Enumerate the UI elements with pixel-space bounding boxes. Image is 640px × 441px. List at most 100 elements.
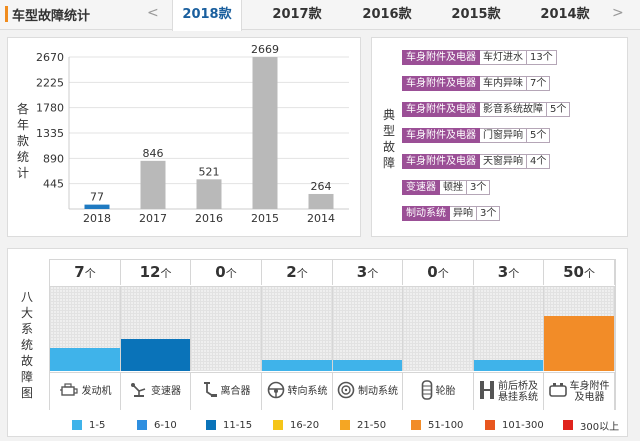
y-tick-label: 2225 bbox=[36, 76, 64, 89]
legend-swatch bbox=[273, 420, 283, 430]
fault-tag[interactable]: 车身附件及电器 车内异味 7个 bbox=[402, 76, 551, 91]
legend-swatch bbox=[411, 420, 421, 430]
system-name: 转向系统 bbox=[287, 386, 328, 397]
data-label: 77 bbox=[90, 191, 104, 204]
title-char: 故 bbox=[382, 140, 395, 154]
legend-swatch bbox=[340, 420, 350, 430]
brake-icon bbox=[337, 381, 355, 402]
header: 车型故障统计 < 2018款 2017款 2016款 2015款 2014款 > bbox=[0, 0, 640, 31]
fault-tag[interactable]: 变速器 顿挫 3个 bbox=[402, 180, 491, 195]
fault-category: 车身附件及电器 bbox=[402, 154, 480, 169]
next-arrow-icon[interactable]: > bbox=[612, 5, 624, 21]
system-bar-area[interactable] bbox=[474, 286, 544, 371]
clutch-icon bbox=[202, 381, 218, 402]
fault-category: 车身附件及电器 bbox=[402, 128, 480, 143]
y-tick-label: 2670 bbox=[36, 51, 64, 64]
system-fill-bar bbox=[544, 316, 614, 371]
legend-swatch bbox=[485, 420, 495, 430]
yearly-chart-panel: 各 年 款 统 计 445 890 1335 1780 2225 2670 77 2018 84… bbox=[7, 37, 361, 237]
system-bar-area[interactable] bbox=[121, 286, 191, 371]
fault-count: 13个 bbox=[527, 50, 557, 65]
bar-2016[interactable] bbox=[196, 179, 222, 209]
steering-wheel-icon bbox=[267, 381, 285, 402]
count-unit: 个 bbox=[84, 267, 96, 280]
legend-label: 300以上 bbox=[580, 421, 620, 433]
system-fill-bar bbox=[262, 360, 332, 371]
fault-count: 3个 bbox=[477, 206, 501, 221]
tab-2016[interactable]: 2016款 bbox=[362, 7, 412, 22]
tire-icon bbox=[421, 380, 433, 403]
bar-2018[interactable] bbox=[84, 204, 110, 209]
tab-2014[interactable]: 2014款 bbox=[540, 7, 590, 22]
title-char: 大 bbox=[20, 306, 33, 320]
legend-label: 21-50 bbox=[357, 419, 387, 431]
system-bar-area[interactable] bbox=[333, 286, 403, 371]
tab-2015[interactable]: 2015款 bbox=[451, 7, 501, 22]
fault-tag[interactable]: 车身附件及电器 车灯进水 13个 bbox=[402, 50, 557, 65]
system-label[interactable]: 转向系统 bbox=[262, 372, 333, 410]
title-char: 计 bbox=[16, 166, 29, 180]
fault-tag[interactable]: 车身附件及电器 影音系统故障 5个 bbox=[402, 102, 571, 117]
fault-tag[interactable]: 车身附件及电器 门窗异响 5个 bbox=[402, 128, 551, 143]
tab-2017[interactable]: 2017款 bbox=[272, 7, 322, 22]
system-label[interactable]: 前后桥及 悬挂系统 bbox=[474, 372, 544, 410]
bar-2014[interactable] bbox=[308, 193, 334, 209]
count-value: 0 bbox=[215, 263, 226, 281]
x-tick-label: 2014 bbox=[307, 212, 335, 225]
fault-tag[interactable]: 车身附件及电器 天窗异响 4个 bbox=[402, 154, 551, 169]
fault-count: 5个 bbox=[547, 102, 571, 117]
page-title: 车型故障统计 bbox=[12, 9, 91, 24]
system-count: 7个 bbox=[50, 260, 121, 285]
legend-label: 51-100 bbox=[428, 419, 464, 431]
legend-item: 51-100 bbox=[411, 418, 463, 432]
system-label[interactable]: 离合器 bbox=[191, 372, 262, 410]
system-bar-area[interactable] bbox=[50, 286, 121, 371]
title-char: 图 bbox=[20, 386, 33, 400]
count-unit: 个 bbox=[367, 267, 379, 280]
system-label[interactable]: 制动系统 bbox=[333, 372, 403, 410]
system-name-line: 前后桥及 bbox=[498, 380, 538, 392]
system-label[interactable]: 变速器 bbox=[121, 372, 191, 410]
legend-swatch bbox=[563, 420, 573, 430]
body-electric-icon bbox=[548, 382, 567, 401]
system-fill-bar bbox=[333, 360, 402, 371]
system-name: 车身附件 及电器 bbox=[570, 381, 610, 403]
system-fill-bar bbox=[474, 360, 543, 371]
data-label: 521 bbox=[199, 165, 220, 178]
system-bar-area[interactable] bbox=[544, 286, 615, 371]
count-value: 3 bbox=[497, 263, 509, 281]
typical-faults-panel: 典 型 故 障 车身附件及电器 车灯进水 13个 车身附件及电器 车内异味 7个 车身附… bbox=[371, 37, 628, 237]
faults-vertical-title: 典 型 故 障 bbox=[381, 107, 397, 171]
fault-desc: 车灯进水 bbox=[480, 50, 527, 65]
system-name: 离合器 bbox=[220, 386, 251, 397]
title-char: 系 bbox=[20, 322, 33, 336]
system-fill-bar bbox=[121, 339, 190, 371]
legend-item: 21-50 bbox=[340, 418, 386, 432]
fault-tag[interactable]: 制动系统 异响 3个 bbox=[402, 206, 501, 221]
legend-item: 1-5 bbox=[72, 418, 105, 432]
legend-item: 300以上 bbox=[563, 418, 620, 433]
data-label: 846 bbox=[143, 147, 164, 160]
tab-2018[interactable]: 2018款 bbox=[172, 0, 242, 31]
suspension-icon bbox=[479, 380, 495, 403]
count-value: 12 bbox=[139, 263, 161, 281]
legend-swatch bbox=[72, 420, 82, 430]
system-bar-area[interactable] bbox=[262, 286, 333, 371]
system-count: 2个 bbox=[262, 260, 333, 285]
title-char: 型 bbox=[382, 124, 395, 138]
system-bar-area[interactable] bbox=[191, 286, 262, 371]
system-label[interactable]: 发动机 bbox=[50, 372, 121, 410]
system-bar-area[interactable] bbox=[403, 286, 474, 371]
system-name: 制动系统 bbox=[358, 386, 398, 397]
bar-2017[interactable] bbox=[140, 160, 166, 209]
system-count: 0个 bbox=[403, 260, 474, 285]
system-label[interactable]: 车身附件 及电器 bbox=[544, 372, 615, 410]
prev-arrow-icon[interactable]: < bbox=[147, 5, 159, 21]
title-char: 障 bbox=[382, 156, 395, 170]
gearbox-icon bbox=[130, 382, 148, 401]
title-char: 各 bbox=[16, 102, 29, 116]
system-label[interactable]: 轮胎 bbox=[403, 372, 474, 410]
legend-swatch bbox=[206, 420, 216, 430]
fault-category: 车身附件及电器 bbox=[402, 102, 480, 117]
bar-2015[interactable] bbox=[252, 57, 278, 209]
